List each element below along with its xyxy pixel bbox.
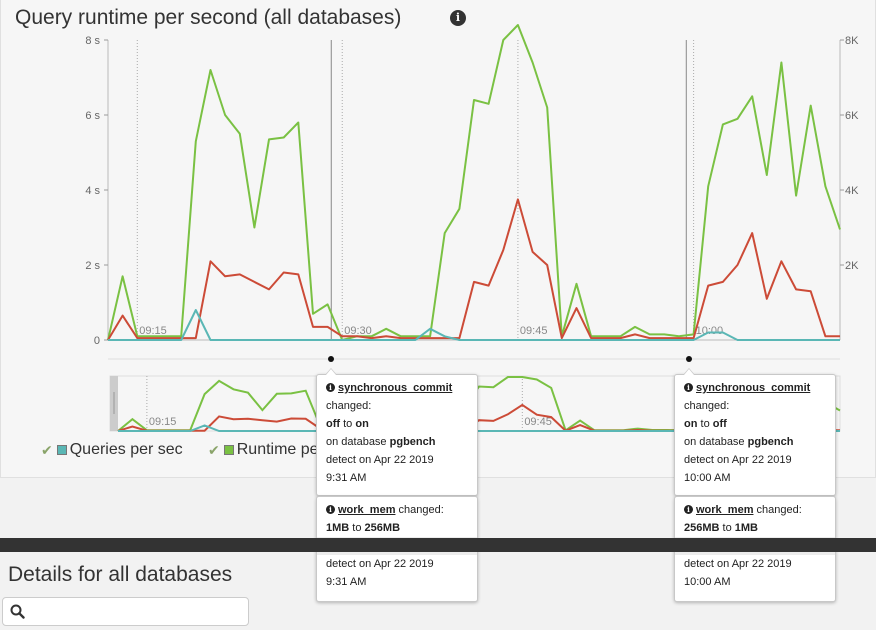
- x-tick-label: 09:15: [139, 325, 167, 337]
- legend-item-runtime[interactable]: ✔ Runtime pe: [208, 441, 319, 459]
- setting-link[interactable]: synchronous_commit: [696, 382, 811, 394]
- y-tick-label: 6 s: [85, 110, 100, 122]
- series-line-0: [107, 24, 841, 341]
- legend-runtime-label: Runtime pe: [236, 441, 319, 458]
- setting-link[interactable]: work_mem: [696, 504, 754, 516]
- search-icon: [10, 604, 25, 619]
- event-marker[interactable]: [686, 356, 692, 362]
- x-tick-label: 09:30: [344, 325, 372, 337]
- x-tick-label: 09:45: [520, 325, 548, 337]
- y2-tick-label: 8K: [845, 35, 859, 47]
- y-tick-label: 2 s: [85, 260, 100, 272]
- details-title: Details for all databases: [8, 563, 233, 586]
- info-icon[interactable]: i: [450, 10, 466, 26]
- check-icon: ✔: [41, 441, 53, 458]
- overview-tick-label: 09:15: [149, 416, 177, 428]
- page-title: Query runtime per second (all databases): [15, 6, 402, 29]
- legend-queries-label: Queries per sec: [69, 441, 183, 458]
- series-line-1: [107, 198, 840, 341]
- y2-tick-label: 6K: [845, 110, 859, 122]
- event-marker[interactable]: [328, 356, 334, 362]
- info-icon: i: [326, 383, 335, 392]
- info-icon: i: [326, 505, 335, 514]
- section-divider: [0, 538, 876, 552]
- search-box[interactable]: [2, 597, 249, 626]
- series-line-2: [108, 309, 840, 341]
- y-tick-label: 4 s: [85, 185, 100, 197]
- info-icon: i: [684, 383, 693, 392]
- y-tick-label: 0: [94, 335, 100, 347]
- y2-tick-label: 4K: [845, 185, 859, 197]
- runtime-swatch: [223, 445, 234, 455]
- legend-item-queries[interactable]: ✔ Queries per sec: [41, 441, 183, 459]
- x-tick-label: 10:00: [696, 325, 724, 337]
- y2-tick-label: 2K: [845, 260, 859, 272]
- overview-tick-label: 09:45: [524, 416, 552, 428]
- event-tooltip: i synchronous_commit changed: off to on o…: [316, 368, 478, 496]
- check-icon: ✔: [208, 441, 220, 458]
- main-plot-area: 0 2 s 4 s 6 s 8 s 2K 4K 6K 8K 09:15 09:30 09:45 10:0…: [85, 24, 859, 360]
- search-input[interactable]: [31, 601, 243, 622]
- queries-swatch: [56, 445, 67, 455]
- setting-link[interactable]: work_mem: [338, 504, 396, 516]
- info-icon: i: [684, 505, 693, 514]
- setting-link[interactable]: synchronous_commit: [338, 382, 453, 394]
- y-tick-label: 8 s: [85, 35, 100, 47]
- event-tooltip: i synchronous_commit changed: on to off o…: [674, 368, 836, 496]
